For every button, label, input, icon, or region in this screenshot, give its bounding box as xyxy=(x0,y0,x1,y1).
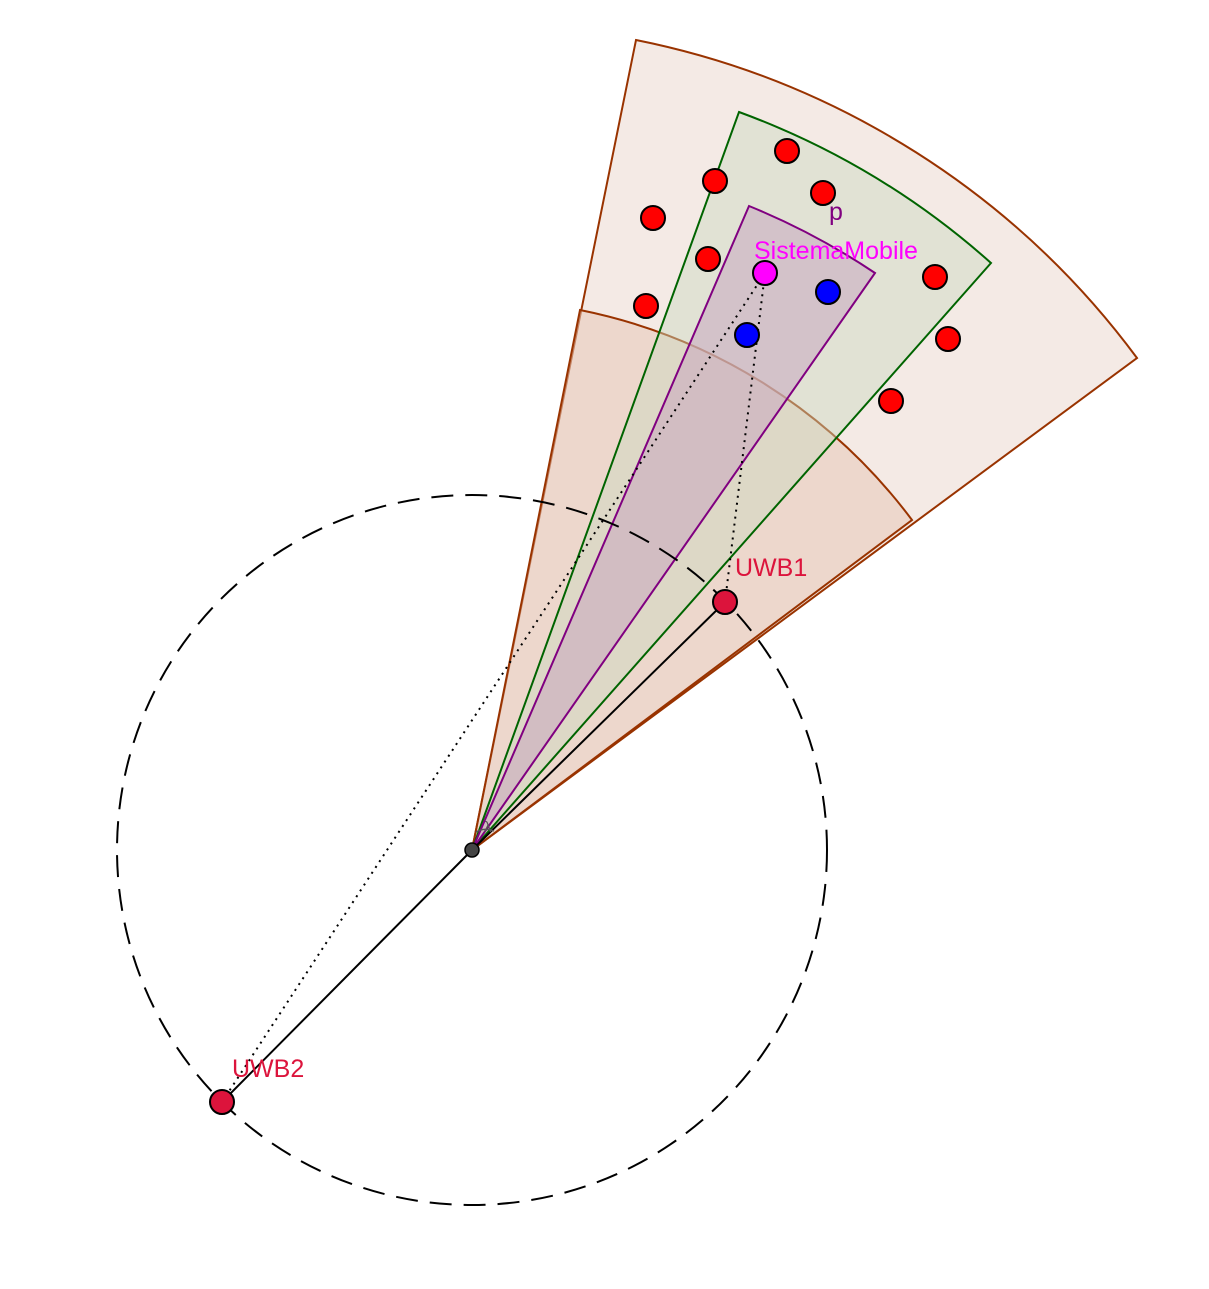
center-point xyxy=(464,842,480,858)
uwb1-point xyxy=(712,589,738,615)
blue-point xyxy=(815,279,841,305)
range-circle xyxy=(116,494,828,1206)
purple-sector xyxy=(471,204,877,851)
red-point xyxy=(702,168,728,194)
p-label: p xyxy=(829,198,843,226)
red-point xyxy=(922,264,948,290)
mobile-label: SistemaMobile xyxy=(754,237,918,265)
red-point xyxy=(935,326,961,352)
uwb1-label: UWB1 xyxy=(735,554,807,582)
line-center-uwb1 xyxy=(471,601,726,851)
line-center-uwb2 xyxy=(221,849,473,1103)
red-point xyxy=(640,205,666,231)
red-point xyxy=(774,138,800,164)
red-points xyxy=(633,138,961,414)
red-point xyxy=(810,180,836,206)
uwb2-label: UWB2 xyxy=(232,1055,304,1083)
angle-label: λ xyxy=(484,819,492,836)
red-point xyxy=(878,388,904,414)
blue-points xyxy=(734,279,841,348)
angle-arc xyxy=(475,828,495,833)
mobile-system-point xyxy=(752,260,778,286)
red-point xyxy=(695,246,721,272)
blue-point xyxy=(734,322,760,348)
uwb2-point xyxy=(209,1089,235,1115)
red-point xyxy=(633,293,659,319)
